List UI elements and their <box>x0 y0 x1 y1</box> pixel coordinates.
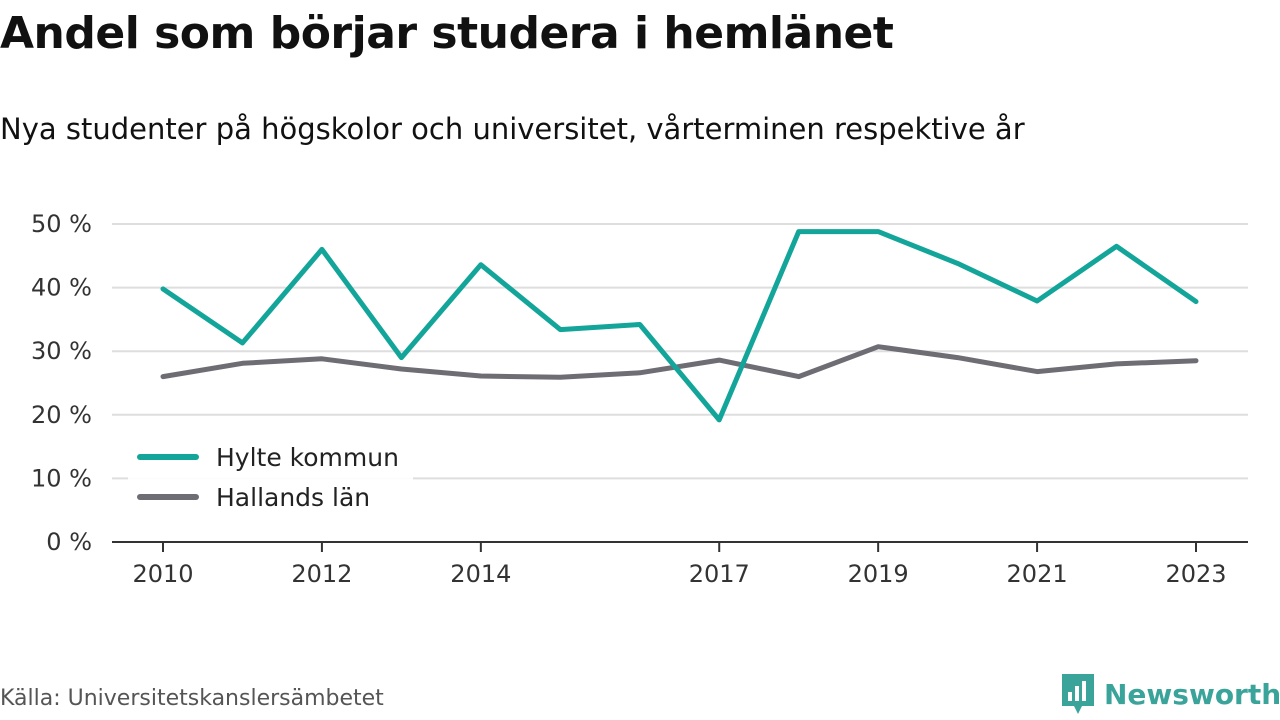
chart-title: Andel som börjar studera i hemlänet <box>0 8 894 59</box>
legend-label: Hylte kommun <box>216 443 399 472</box>
x-tick-label: 2023 <box>1165 560 1226 588</box>
y-tick-label: 0 % <box>46 528 92 556</box>
brand-name: Newsworthy <box>1104 677 1280 711</box>
x-axis: 2010 2012 2014 2017 2019 2021 2023 <box>112 541 1248 588</box>
chart-subtitle: Nya studenter på högskolor och universit… <box>0 112 1025 146</box>
series-line-hylte-kommun <box>160 229 1199 423</box>
line-chart: 0 % 10 % 20 % 30 % 40 % 50 % 2010 2012 2014 2017… <box>31 210 1248 588</box>
newsworthy-logo-icon <box>1062 674 1094 714</box>
brand: Newsworthy <box>1060 672 1280 716</box>
x-tick-label: 2012 <box>291 560 352 588</box>
x-tick-label: 2019 <box>848 560 909 588</box>
y-axis-tick-labels: 0 % 10 % 20 % 30 % 40 % 50 % <box>31 210 92 556</box>
x-tick-label: 2010 <box>132 560 193 588</box>
series-lines <box>160 229 1199 423</box>
y-tick-label: 10 % <box>31 464 92 492</box>
y-tick-label: 30 % <box>31 337 92 365</box>
x-tick-label: 2021 <box>1007 560 1068 588</box>
source-note: Källa: Universitetskanslersämbetet <box>0 686 384 711</box>
series-line-hallands-län <box>160 344 1199 380</box>
y-tick-label: 50 % <box>31 210 92 238</box>
x-tick-label: 2014 <box>450 560 511 588</box>
y-tick-label: 20 % <box>31 401 92 429</box>
legend: Hylte kommun Hallands län <box>128 436 413 522</box>
legend-background <box>128 436 413 522</box>
legend-label: Hallands län <box>216 483 370 512</box>
y-tick-label: 40 % <box>31 274 92 302</box>
x-tick-label: 2017 <box>689 560 750 588</box>
